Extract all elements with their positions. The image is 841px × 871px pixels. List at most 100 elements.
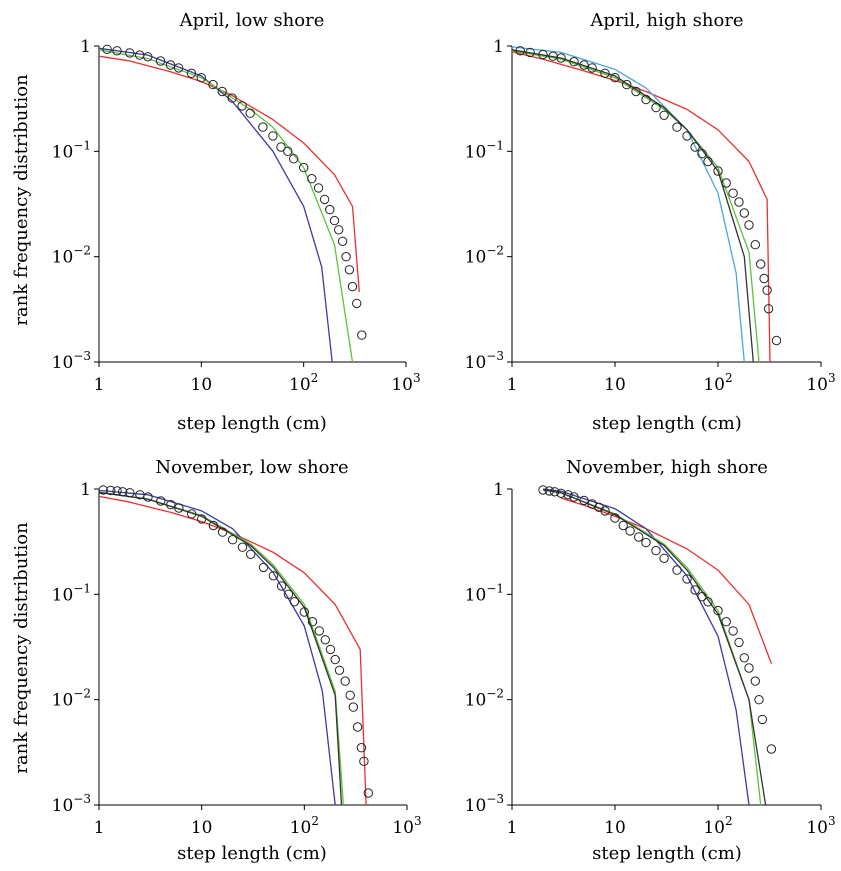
data-point bbox=[538, 49, 548, 60]
series-line-blue bbox=[542, 488, 750, 806]
data-point bbox=[550, 487, 560, 497]
data-point bbox=[750, 240, 760, 250]
y-tick-label: 10−3 bbox=[52, 349, 91, 373]
data-point bbox=[579, 495, 589, 506]
series-line-red bbox=[98, 55, 360, 293]
x-tick-label: 102 bbox=[289, 371, 318, 395]
data-point bbox=[237, 101, 247, 111]
x-axis-label: step length (cm) bbox=[592, 413, 742, 434]
data-point bbox=[600, 506, 610, 516]
data-point bbox=[759, 273, 769, 284]
data-point bbox=[356, 743, 367, 753]
x-tick-label: 1 bbox=[507, 818, 518, 838]
series-line-green bbox=[511, 50, 760, 363]
data-point bbox=[125, 488, 135, 498]
data-point bbox=[634, 532, 644, 542]
data-point bbox=[174, 503, 184, 513]
data-point bbox=[227, 535, 238, 545]
data-point bbox=[569, 57, 579, 67]
data-point bbox=[771, 335, 782, 346]
data-point bbox=[600, 68, 610, 79]
data-point bbox=[538, 485, 548, 495]
data-point bbox=[728, 188, 738, 198]
y-tick-label: 10−3 bbox=[465, 792, 504, 816]
data-point bbox=[357, 330, 367, 340]
data-point bbox=[102, 44, 112, 54]
data-point bbox=[697, 149, 707, 159]
data-point bbox=[672, 122, 682, 132]
x-tick-label: 102 bbox=[703, 814, 732, 838]
x-tick-label: 103 bbox=[806, 371, 835, 395]
chart-title: November, low shore bbox=[155, 457, 348, 478]
data-point bbox=[754, 695, 764, 705]
data-point bbox=[258, 122, 268, 132]
data-point bbox=[319, 194, 330, 205]
data-point bbox=[283, 146, 293, 157]
y-tick-label: 1 bbox=[493, 37, 504, 57]
y-tick-label: 10−1 bbox=[52, 138, 91, 162]
data-point bbox=[268, 131, 278, 141]
data-point bbox=[622, 79, 632, 90]
data-point bbox=[307, 174, 317, 184]
data-point bbox=[352, 722, 363, 732]
data-point bbox=[166, 500, 176, 510]
chart-panel-1: April, low shore step length (cm) 1 10 102… bbox=[52, 10, 421, 434]
data-point bbox=[359, 756, 369, 766]
data-point bbox=[276, 581, 287, 591]
x-axis-label: step length (cm) bbox=[592, 843, 742, 864]
data-point bbox=[762, 285, 772, 295]
x-tick-label: 103 bbox=[806, 814, 835, 838]
data-point bbox=[156, 496, 166, 506]
data-point bbox=[337, 236, 348, 247]
data-point bbox=[268, 571, 279, 581]
data-point bbox=[227, 93, 237, 103]
data-point bbox=[237, 542, 248, 552]
y-tick-label: 10−2 bbox=[465, 244, 504, 268]
data-point bbox=[106, 485, 116, 496]
x-tick-label: 102 bbox=[703, 371, 732, 395]
data-point bbox=[334, 225, 344, 235]
data-point bbox=[563, 490, 573, 500]
data-point bbox=[344, 265, 355, 275]
data-point bbox=[307, 617, 318, 627]
x-tick-label: 10 bbox=[604, 375, 626, 395]
x-tick-label: 103 bbox=[391, 371, 420, 395]
data-point bbox=[721, 178, 731, 188]
x-axis-label: step length (cm) bbox=[177, 843, 327, 864]
data-point bbox=[217, 86, 227, 97]
y-tick-label: 10−1 bbox=[52, 581, 91, 605]
x-tick-label: 10 bbox=[604, 818, 626, 838]
data-point bbox=[610, 513, 620, 523]
y-tick-label: 10−2 bbox=[52, 244, 91, 268]
data-point bbox=[246, 549, 256, 559]
data-point bbox=[313, 183, 324, 193]
data-point bbox=[325, 204, 335, 215]
series-line-black bbox=[511, 49, 754, 363]
data-point bbox=[143, 492, 153, 502]
data-point bbox=[334, 665, 345, 675]
y-tick-label: 10−3 bbox=[465, 349, 504, 373]
data-point bbox=[682, 131, 692, 141]
data-point bbox=[703, 156, 713, 167]
data-point bbox=[610, 73, 620, 83]
data-point bbox=[651, 102, 661, 113]
x-tick-label: 102 bbox=[290, 814, 319, 838]
data-point bbox=[217, 527, 228, 537]
y-tick-label: 10−2 bbox=[52, 687, 91, 711]
data-point bbox=[651, 545, 661, 556]
data-point bbox=[756, 259, 766, 269]
data-point bbox=[587, 63, 597, 73]
data-point bbox=[341, 252, 351, 262]
data-point bbox=[187, 509, 197, 519]
data-point bbox=[734, 197, 744, 207]
series-line-red bbox=[511, 51, 771, 363]
x-tick-label: 10 bbox=[191, 818, 213, 838]
data-point bbox=[325, 644, 336, 655]
data-point bbox=[330, 654, 340, 665]
data-point bbox=[569, 492, 579, 502]
data-point bbox=[757, 714, 768, 725]
chart-title: April, high shore bbox=[589, 10, 743, 31]
data-point bbox=[515, 46, 525, 56]
y-tick-label: 10−3 bbox=[52, 792, 91, 816]
data-point bbox=[744, 663, 754, 673]
